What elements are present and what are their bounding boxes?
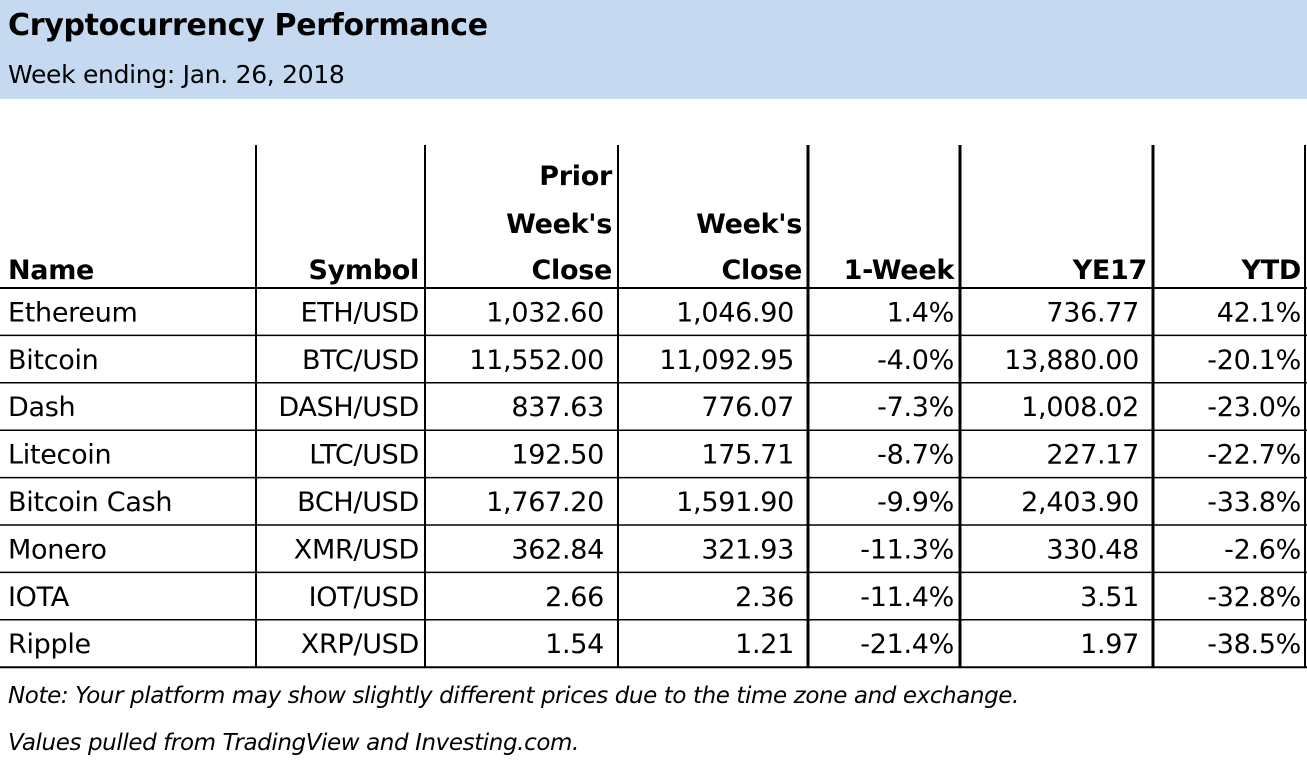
- cell-prior_close: 1.54: [545, 629, 604, 660]
- cell-close: 1,591.90: [676, 487, 794, 518]
- cell-symbol: IOT/USD: [309, 582, 419, 613]
- cell-ye17: 13,880.00: [1004, 345, 1139, 376]
- column-header-prior_close: Prior: [539, 161, 613, 192]
- cell-symbol: BCH/USD: [297, 487, 419, 518]
- cell-close: 1.21: [735, 629, 794, 660]
- cell-one_week: -11.4%: [860, 582, 954, 613]
- cell-symbol: ETH/USD: [300, 297, 419, 328]
- cell-symbol: DASH/USD: [278, 392, 419, 423]
- cell-ytd: -33.8%: [1207, 487, 1301, 518]
- column-header-prior_close: Week's: [506, 209, 612, 240]
- cell-name: Ripple: [8, 629, 91, 660]
- column-header-close: Close: [721, 255, 802, 286]
- cell-prior_close: 1,032.60: [486, 297, 604, 328]
- cell-close: 776.07: [701, 392, 794, 423]
- cell-one_week: 1.4%: [887, 297, 954, 328]
- cell-ytd: -38.5%: [1207, 629, 1301, 660]
- cell-symbol: LTC/USD: [309, 440, 419, 471]
- cell-name: Bitcoin: [8, 345, 99, 376]
- note-data-sources: Values pulled from TradingView and Inves…: [8, 730, 579, 756]
- cell-prior_close: 192.50: [511, 440, 604, 471]
- column-header-ye17: YE17: [1072, 255, 1147, 286]
- cell-ytd: 42.1%: [1217, 297, 1301, 328]
- column-header-ytd: YTD: [1241, 255, 1301, 286]
- cell-one_week: -9.9%: [877, 487, 954, 518]
- cell-symbol: XRP/USD: [301, 629, 419, 660]
- cell-close: 11,092.95: [659, 345, 794, 376]
- cell-prior_close: 11,552.00: [469, 345, 604, 376]
- cell-ye17: 1.97: [1080, 629, 1139, 660]
- cell-prior_close: 837.63: [511, 392, 604, 423]
- cell-name: Bitcoin Cash: [8, 487, 172, 518]
- cell-one_week: -11.3%: [860, 534, 954, 565]
- cell-ye17: 227.17: [1046, 440, 1139, 471]
- cell-symbol: XMR/USD: [294, 534, 419, 565]
- cell-ytd: -20.1%: [1207, 345, 1301, 376]
- table-subtitle: Week ending: Jan. 26, 2018: [8, 60, 345, 89]
- cell-close: 321.93: [701, 534, 794, 565]
- cell-one_week: -7.3%: [877, 392, 954, 423]
- cell-close: 1,046.90: [676, 297, 794, 328]
- cell-ye17: 3.51: [1080, 582, 1139, 613]
- column-header-symbol: Symbol: [308, 255, 419, 286]
- cell-name: Litecoin: [8, 440, 111, 471]
- cell-ytd: -22.7%: [1207, 440, 1301, 471]
- table-title: Cryptocurrency Performance: [8, 8, 488, 43]
- cell-one_week: -21.4%: [860, 629, 954, 660]
- cell-ytd: -23.0%: [1207, 392, 1301, 423]
- note-platform-prices: Note: Your platform may show slightly di…: [8, 683, 1019, 709]
- cell-ytd: -2.6%: [1224, 534, 1301, 565]
- column-header-name: Name: [8, 255, 94, 286]
- column-header-one_week: 1-Week: [844, 255, 956, 286]
- cell-prior_close: 2.66: [545, 582, 604, 613]
- cell-close: 175.71: [701, 440, 794, 471]
- cell-ye17: 330.48: [1046, 534, 1139, 565]
- cell-ye17: 1,008.02: [1021, 392, 1139, 423]
- column-header-prior_close: Close: [531, 255, 612, 286]
- cell-symbol: BTC/USD: [302, 345, 419, 376]
- cell-close: 2.36: [735, 582, 794, 613]
- title-band: Cryptocurrency Performance Week ending: …: [0, 0, 1307, 99]
- cell-prior_close: 1,767.20: [486, 487, 604, 518]
- cell-one_week: -8.7%: [877, 440, 954, 471]
- cell-name: Dash: [8, 392, 75, 423]
- column-header-close: Week's: [696, 209, 802, 240]
- cell-name: Ethereum: [8, 297, 138, 328]
- cell-ytd: -32.8%: [1207, 582, 1301, 613]
- cell-prior_close: 362.84: [511, 534, 604, 565]
- cell-one_week: -4.0%: [877, 345, 954, 376]
- cell-name: IOTA: [8, 582, 70, 613]
- cell-name: Monero: [8, 534, 107, 565]
- cell-ye17: 2,403.90: [1021, 487, 1139, 518]
- cell-ye17: 736.77: [1046, 297, 1139, 328]
